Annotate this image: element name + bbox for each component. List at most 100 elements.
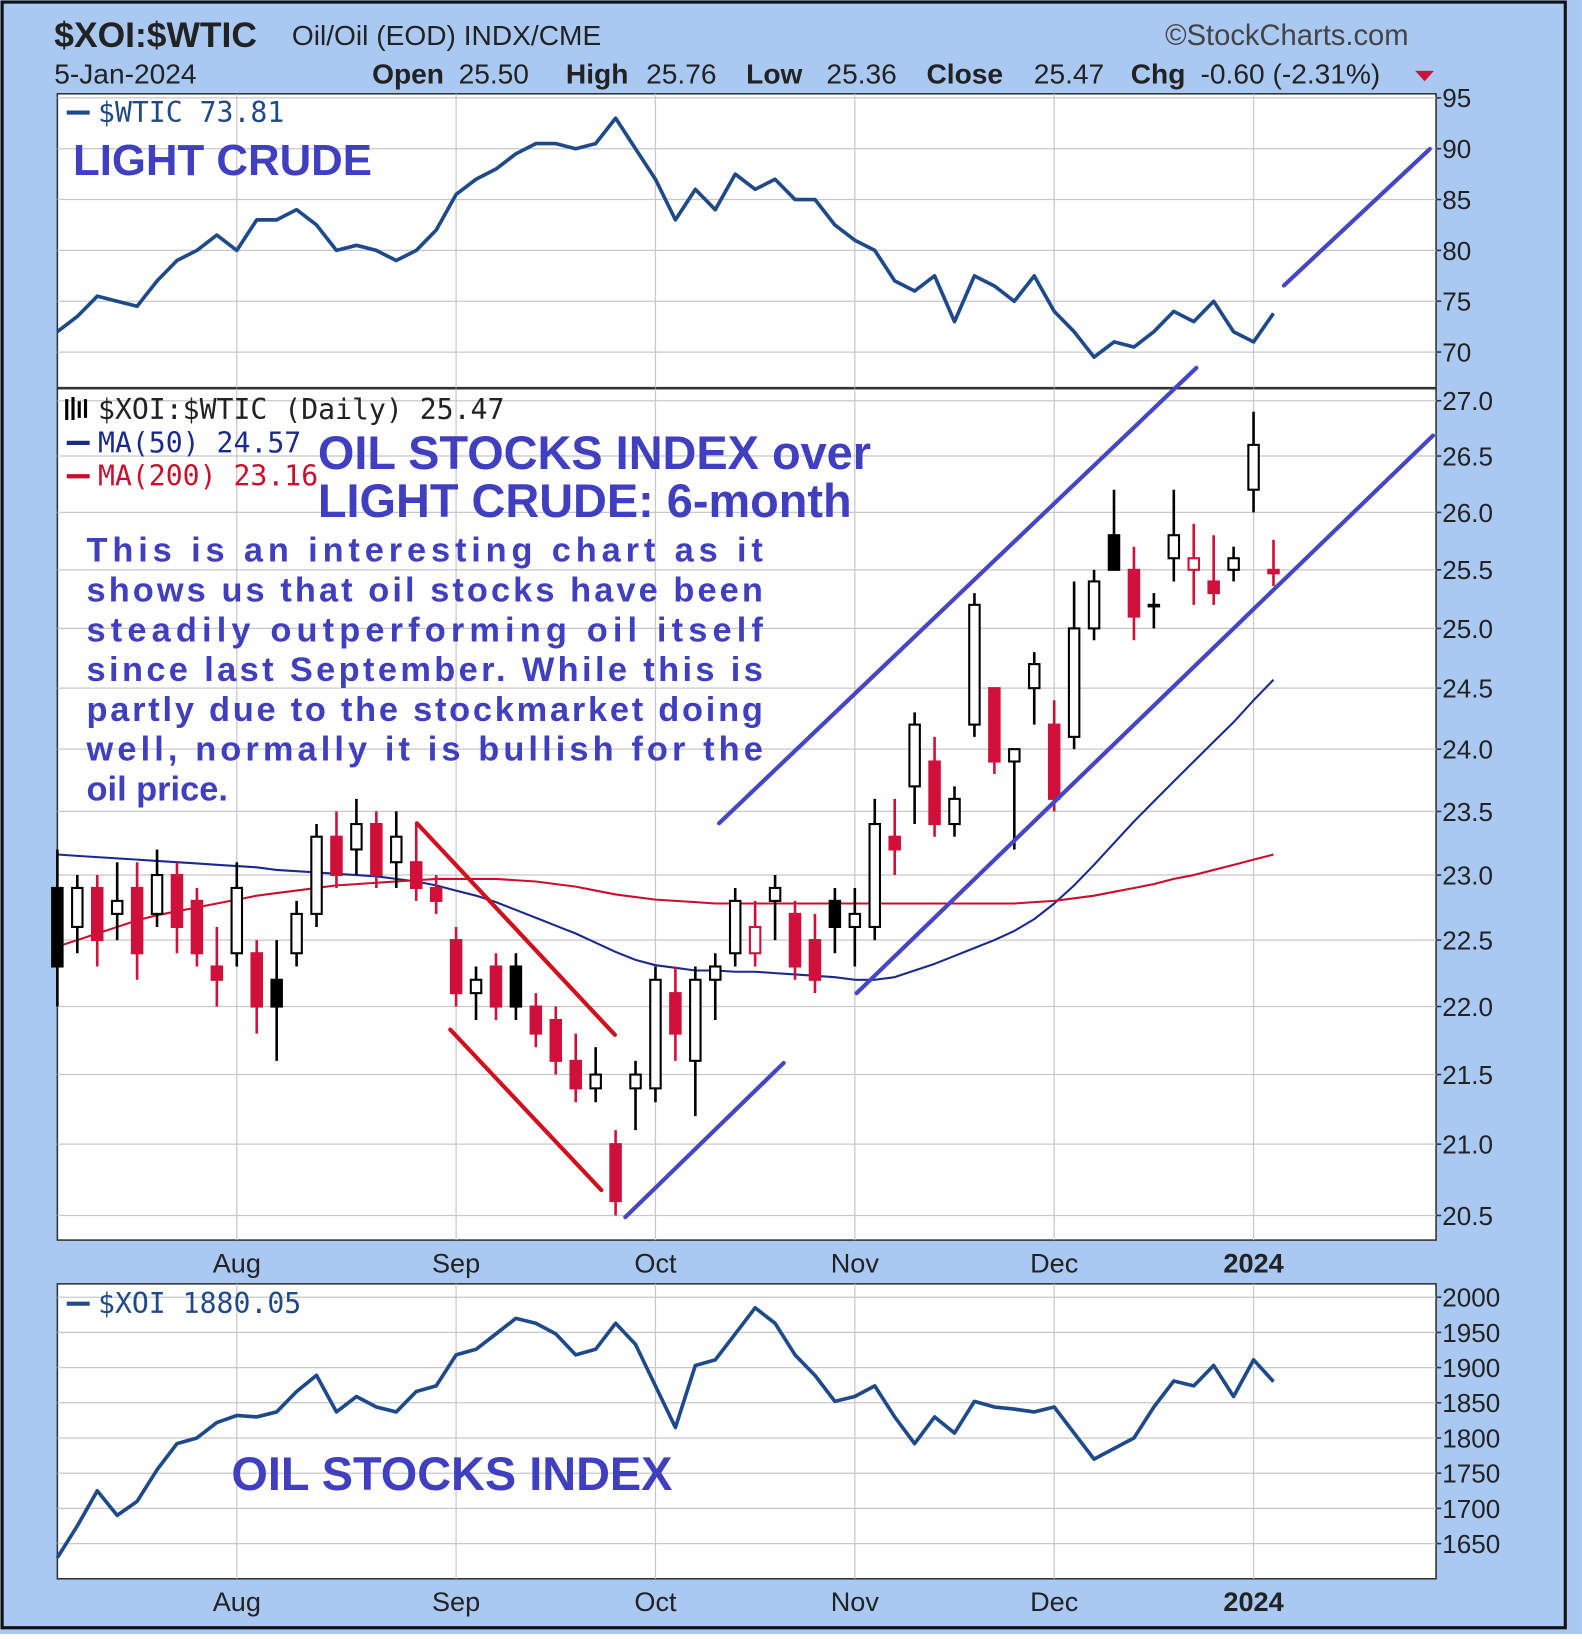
y-tick-label: 95 xyxy=(1442,83,1471,113)
candle-body xyxy=(1187,557,1200,571)
panel xyxy=(56,387,1437,1241)
candle-body xyxy=(1247,443,1260,491)
candle-body xyxy=(1227,557,1240,571)
y-tick-label: 26.0 xyxy=(1442,498,1493,528)
candle-body xyxy=(768,886,782,902)
candle-body xyxy=(1267,568,1280,575)
y-tick-label: 1850 xyxy=(1442,1388,1500,1418)
candle-body xyxy=(569,1059,582,1090)
line xyxy=(57,679,1275,981)
commentary-line: oil price. xyxy=(87,771,228,809)
x-tick-label: Aug xyxy=(213,1586,261,1617)
quote-value: 25.36 xyxy=(826,58,896,89)
trend-line xyxy=(854,433,1436,996)
trend-line xyxy=(717,365,1199,826)
candle-body xyxy=(948,797,961,826)
candle-body xyxy=(808,939,822,981)
candle-body xyxy=(1147,603,1161,608)
candle-body xyxy=(748,925,762,955)
candle-body xyxy=(609,1143,622,1203)
x-tick-label: Oct xyxy=(634,1586,677,1617)
quote-label: Chg xyxy=(1131,58,1186,89)
candle-body xyxy=(908,723,921,788)
candle-body xyxy=(928,760,941,826)
candle-body xyxy=(709,965,722,981)
y-tick-label: 1750 xyxy=(1442,1459,1500,1489)
candle-body xyxy=(290,912,303,955)
x-tick-label: Aug xyxy=(213,1247,261,1278)
legend-entry: $XOI 1880.05 xyxy=(98,1287,301,1320)
y-tick-label: 27.0 xyxy=(1442,386,1493,416)
candle-body xyxy=(1027,663,1041,690)
y-tick-label: 24.5 xyxy=(1442,674,1493,704)
candle-body xyxy=(110,899,124,915)
change-arrow xyxy=(1415,70,1434,82)
trend-line xyxy=(623,1060,786,1220)
candle-body xyxy=(848,912,862,928)
commentary-line: partly due to the stockmarket doing xyxy=(87,691,763,729)
candle-body xyxy=(150,874,164,915)
x-tick-label: 2024 xyxy=(1223,1586,1283,1617)
line xyxy=(55,1306,1275,1559)
annotation: LIGHT CRUDE xyxy=(73,136,372,185)
y-tick-label: 2000 xyxy=(1442,1283,1500,1313)
candle-body xyxy=(170,874,184,928)
candle-body xyxy=(130,886,144,955)
legend-entry: $WTIC 73.81 xyxy=(98,96,284,129)
y-tick-label: 25.0 xyxy=(1442,614,1493,644)
header: $XOI:$WTIC Oil/Oil (EOD) INDX/CME ©Stock… xyxy=(54,15,1434,89)
commentary-line: This is an interesting chart as it xyxy=(87,532,764,570)
candle-body xyxy=(1047,723,1061,800)
description: Oil/Oil (EOD) INDX/CME xyxy=(292,20,601,51)
x-tick-label: 2024 xyxy=(1223,1247,1283,1278)
annotation: OIL STOCKS INDEX over xyxy=(318,427,871,479)
trend-line xyxy=(414,821,617,1037)
candle-body xyxy=(449,939,463,995)
line xyxy=(57,853,1274,948)
panel xyxy=(56,93,1437,389)
candle-body xyxy=(1207,580,1220,595)
candle-body xyxy=(689,978,702,1062)
candle-body xyxy=(71,886,84,928)
panel xyxy=(56,1283,1437,1580)
y-tick-label: 85 xyxy=(1442,185,1471,215)
quote-value: 25.76 xyxy=(646,58,716,89)
date: 5-Jan-2024 xyxy=(54,58,196,89)
candle-body xyxy=(788,912,802,968)
candle-body xyxy=(51,886,64,968)
candle-body xyxy=(90,886,104,942)
quote-value: 25.47 xyxy=(1034,58,1104,89)
candle-body xyxy=(669,992,682,1035)
y-tick-label: 1650 xyxy=(1442,1529,1500,1559)
commentary-line: steadily outperforming oil itself xyxy=(87,611,764,649)
candle-body xyxy=(988,687,1001,763)
y-tick-label: 22.0 xyxy=(1442,992,1493,1022)
x-tick-label: Dec xyxy=(1030,1247,1078,1278)
commentary-line: since last September. While this is xyxy=(87,651,763,689)
y-tick-label: 26.5 xyxy=(1442,441,1493,471)
candle-body xyxy=(429,886,443,902)
quote-label: Open xyxy=(372,58,444,89)
candle-body xyxy=(390,835,403,864)
candle-body xyxy=(868,823,882,928)
candle-body xyxy=(589,1073,602,1090)
candle-body xyxy=(489,965,503,1008)
y-tick-label: 21.5 xyxy=(1442,1060,1493,1090)
candle-body xyxy=(828,899,842,928)
candle-body xyxy=(350,823,363,851)
y-tick-label: 1900 xyxy=(1442,1353,1500,1383)
candle-body xyxy=(409,861,423,889)
quote-label: Close xyxy=(926,58,1003,89)
y-tick-label: 23.5 xyxy=(1442,797,1493,827)
candle-body xyxy=(1127,568,1141,618)
x-tick-label: Nov xyxy=(831,1247,880,1278)
y-tick-label: 70 xyxy=(1442,337,1471,367)
candle-body xyxy=(1167,534,1181,560)
y-tick-label: 90 xyxy=(1442,134,1471,164)
x-tick-label: Sep xyxy=(432,1586,480,1617)
y-tick-label: 22.5 xyxy=(1442,925,1493,955)
x-tick-label: Dec xyxy=(1030,1586,1078,1617)
candle-body xyxy=(230,886,244,955)
candle-body xyxy=(968,603,981,726)
